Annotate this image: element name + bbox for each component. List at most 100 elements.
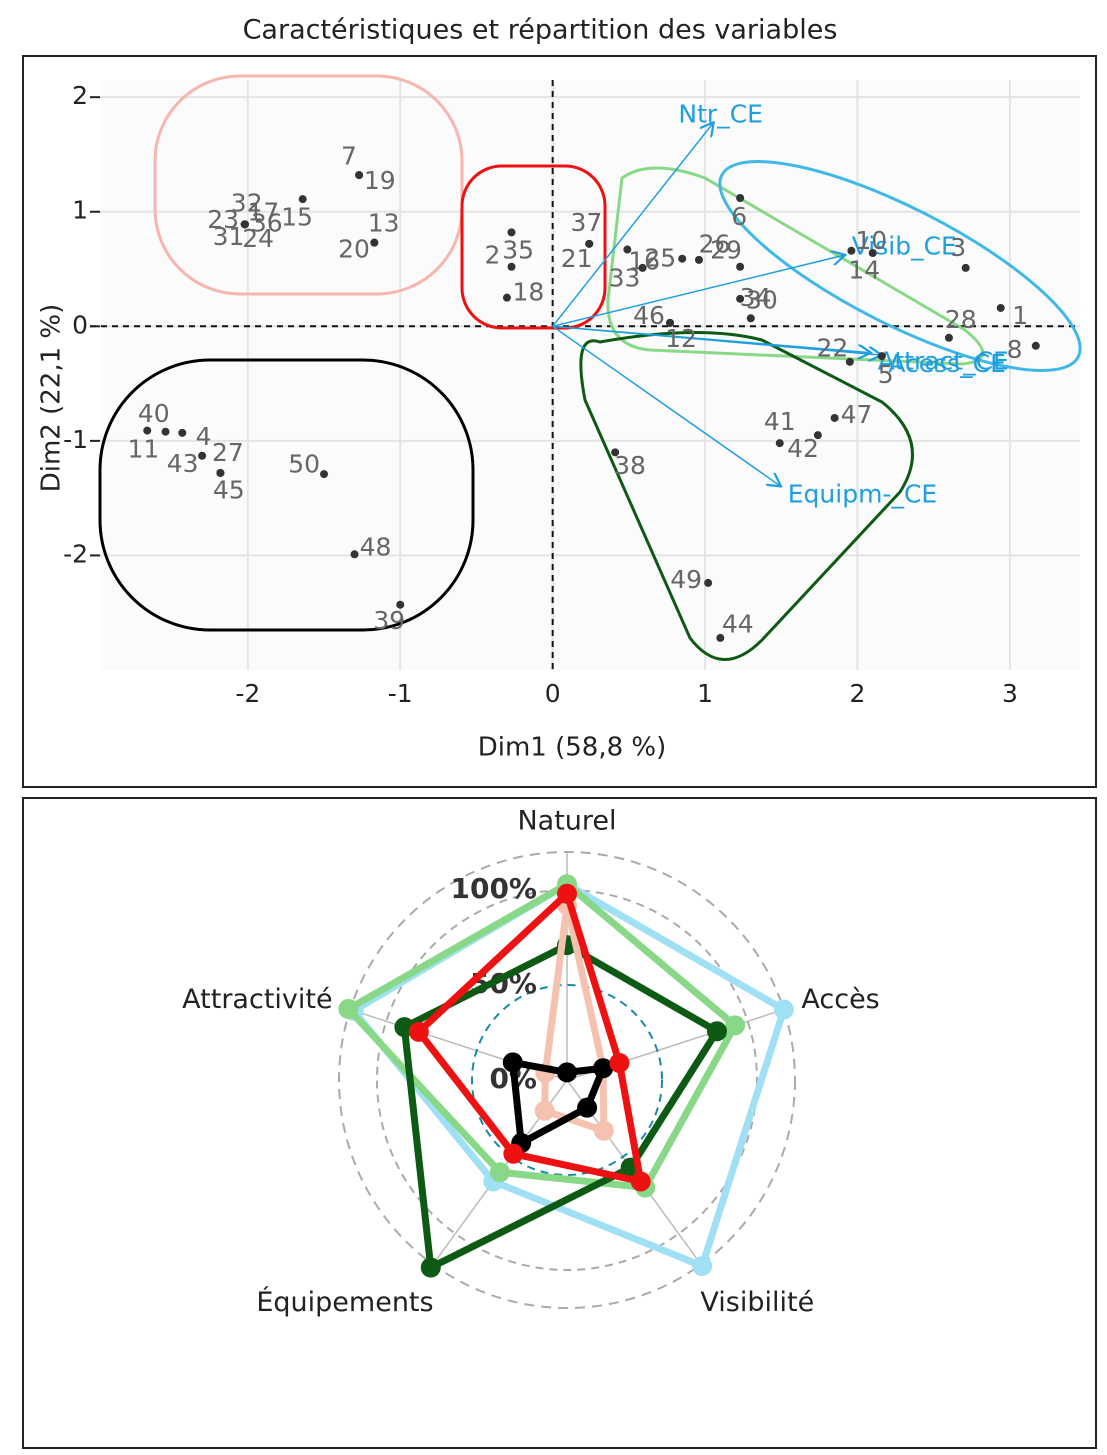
point-label: 23 (207, 205, 239, 234)
point-label: 21 (561, 244, 593, 273)
grid-circle (338, 851, 796, 1309)
group-outline (718, 160, 1082, 372)
x-tick-label: -2 (235, 679, 260, 708)
loading-vector (552, 325, 780, 485)
r-tick-label: 100% (450, 872, 537, 905)
point (216, 468, 225, 477)
x-tick-label: 3 (1002, 679, 1018, 708)
axis-category-label: Naturel (517, 806, 616, 837)
grid (90, 80, 1080, 670)
radar-line (350, 880, 788, 1270)
x-tick-label: 0 (545, 679, 561, 708)
grid-circle (376, 889, 758, 1271)
point-label: 29 (710, 235, 742, 264)
point-label: 41 (764, 407, 796, 436)
point (868, 248, 877, 257)
point-label: 14 (848, 255, 880, 284)
group-outline (98, 358, 475, 632)
group-outline (579, 330, 914, 661)
loading-vector (552, 255, 844, 328)
radar-point (725, 1015, 746, 1036)
point-label: 42 (787, 434, 819, 463)
radar-point (773, 999, 794, 1020)
point-label: 45 (213, 475, 245, 504)
vector-label: Visib_CE (852, 231, 957, 260)
vector-label: Attract_CE (878, 347, 1009, 376)
point (198, 451, 207, 460)
point (638, 263, 647, 272)
point (877, 352, 886, 361)
axis-category-label: Accès (801, 984, 879, 1015)
point (355, 171, 364, 180)
radar-point (630, 1171, 651, 1192)
y-tick-label: -1 (63, 425, 88, 454)
radar-point (609, 1052, 630, 1073)
radar-point (489, 1162, 510, 1183)
point-label: 48 (360, 532, 392, 561)
point-label: 3 (950, 233, 966, 262)
group-outline (460, 164, 607, 330)
point (845, 357, 854, 366)
x-tick-label: -1 (388, 679, 413, 708)
point (830, 413, 839, 422)
point (944, 333, 953, 342)
point (666, 318, 675, 327)
point (704, 578, 713, 587)
radar-line (344, 880, 739, 1192)
radar-point (420, 1257, 441, 1278)
plot: -2 -1 0 1 2 3-2-1012Ntr_CEVisib_CEAttract_CEA… (63, 81, 1040, 1318)
point-label: 5 (878, 360, 894, 389)
point (507, 262, 516, 271)
x-axis-label: Dim1 (58,8 %) (478, 733, 667, 763)
point-label: 49 (670, 565, 702, 594)
y-tick-label: 2 (72, 81, 88, 110)
point-label: 4 (196, 422, 212, 451)
point-label: 6 (731, 202, 747, 231)
point-label: 43 (167, 449, 199, 478)
point (611, 448, 620, 457)
radar-line (400, 941, 721, 1272)
radar-point (557, 883, 577, 904)
point-label: 11 (128, 434, 160, 463)
point-label: 18 (513, 277, 545, 306)
point-label: 47 (841, 400, 873, 429)
vector-label: Acess_CE (888, 349, 1006, 378)
point (746, 314, 755, 323)
point (961, 263, 970, 272)
point (585, 239, 594, 248)
point (502, 293, 511, 302)
frame (22, 55, 1097, 788)
radar-point (338, 998, 359, 1019)
radar-line (415, 890, 645, 1185)
radar-point (534, 1100, 555, 1121)
x-tick-label: 1 (697, 679, 713, 708)
radar-point (692, 1255, 713, 1276)
chart-title: Caractéristiques et répartition des vari… (243, 15, 838, 46)
point-label: 31 (213, 222, 245, 251)
point-label: 35 (502, 235, 534, 264)
point-label: 34 (740, 283, 772, 312)
point (736, 294, 745, 303)
point-label: 22 (817, 334, 849, 363)
point (847, 246, 856, 255)
radar-point (577, 1097, 598, 1118)
point-label: 13 (368, 209, 400, 238)
point-label: 25 (644, 244, 676, 273)
point-label: 19 (364, 166, 396, 195)
point-label: 28 (945, 305, 977, 334)
grid-circle (471, 984, 663, 1176)
y-tick-label: -2 (63, 539, 88, 568)
point (1031, 341, 1040, 350)
point (775, 439, 784, 448)
point-label: 26 (699, 230, 731, 259)
point (694, 255, 703, 264)
point-label: 46 (633, 301, 665, 330)
point-label: 2 (485, 241, 501, 270)
plot-background (100, 80, 1080, 670)
group-outline (153, 74, 464, 296)
point (507, 228, 516, 237)
point-label: 27 (212, 438, 244, 467)
point (716, 633, 725, 642)
point (996, 303, 1005, 312)
